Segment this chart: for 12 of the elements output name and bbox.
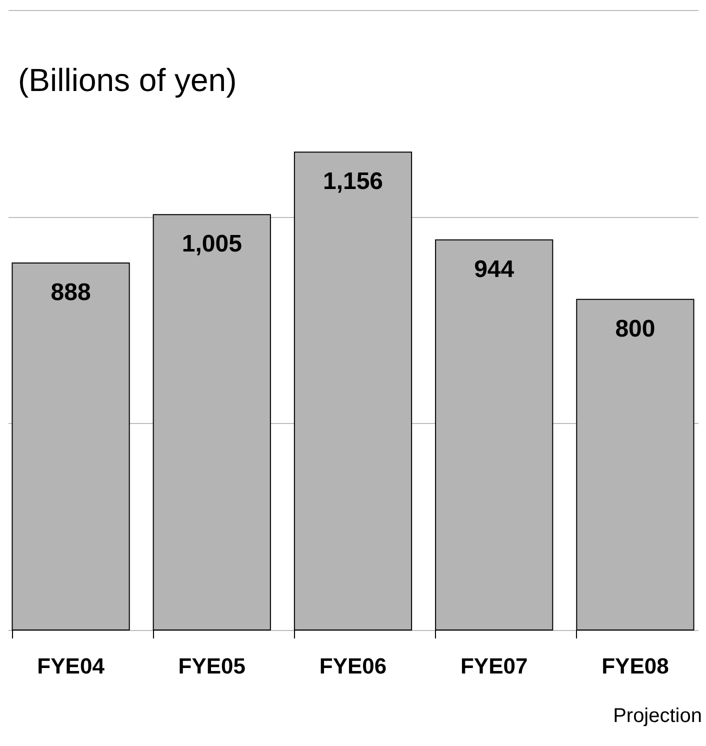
x-tick-label: FYE05 bbox=[178, 654, 246, 678]
x-tick-label: FYE06 bbox=[319, 654, 387, 678]
data-label: 1,156 bbox=[322, 168, 384, 196]
x-tick-label: FYE04 bbox=[37, 654, 106, 678]
text: (Billions of yen) bbox=[18, 62, 237, 98]
text: Projection bbox=[613, 705, 702, 727]
x-tick-label: FYE08 bbox=[602, 654, 669, 678]
data-label: 888 bbox=[50, 278, 91, 306]
data-label: 1,005 bbox=[182, 230, 242, 258]
data-label: 944 bbox=[474, 256, 515, 283]
x-tick-label: FYE07 bbox=[460, 654, 528, 678]
data-label: 800 bbox=[615, 315, 656, 342]
